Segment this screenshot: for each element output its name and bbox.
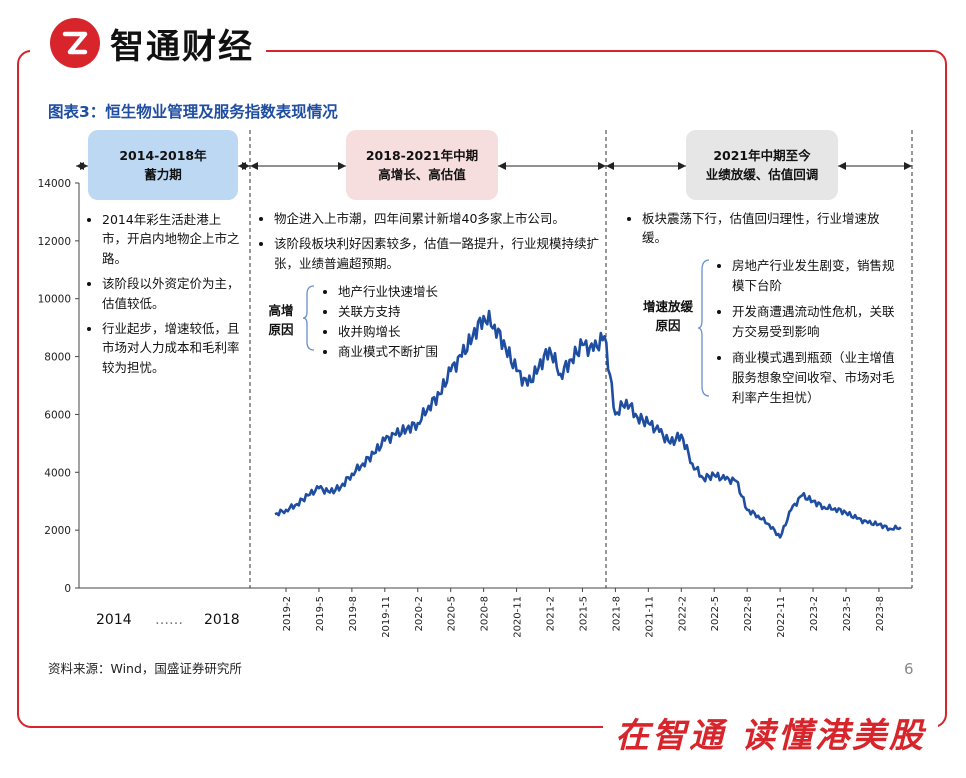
- phase3-note: 板块震荡下行，估值回归理性，行业增速放缓。: [642, 209, 896, 248]
- phase-title: 2014-2018年: [119, 147, 207, 163]
- x-tick-label: 2019-8: [348, 596, 359, 631]
- x-tick-label: 2019-2: [282, 596, 293, 631]
- phase3-arrow-a-head-left: [606, 162, 614, 170]
- y-tick-label: 10000: [38, 294, 71, 306]
- phase2-reason-label: 高增原因: [268, 303, 294, 337]
- y-tick-label: 8000: [44, 352, 71, 364]
- x-tick-label: 2020-5: [447, 596, 458, 631]
- phase1-note: 行业起步，增速较低，且市场对人力成本和毛利率较为担忧。: [102, 319, 244, 377]
- y-tick-label: 4000: [44, 467, 71, 479]
- phase3-arrow-b-head-left: [838, 162, 846, 170]
- x-tick-label: 2023-2: [809, 596, 820, 631]
- x-tick-label: 2019-5: [315, 596, 326, 631]
- index-series-line: [274, 309, 902, 539]
- brand-slogan: 在智通 读懂港美股: [603, 708, 938, 757]
- figure-title: 图表3：恒生物业管理及服务指数表现情况: [48, 103, 338, 121]
- phase2-reasons: 地产行业快速增长 关联方支持 收并购增长 商业模式不断扩围: [322, 282, 472, 362]
- phase3-notes: 板块震荡下行，估值回归理性，行业增速放缓。: [626, 209, 896, 254]
- phase-title: 2021年中期至今: [713, 147, 811, 163]
- page-frame: [17, 50, 947, 728]
- phase-box-2018-2021: 2018-2021年中期 高增长、高估值: [346, 130, 498, 200]
- phase1-arrow-a-head-right: [80, 162, 88, 170]
- phase2-note: 该阶段板块利好因素较多，估值一路提升，行业规模持续扩张，业绩普遍超预期。: [274, 234, 604, 273]
- year-label-start: 2014: [96, 612, 132, 628]
- phase-box-2014-2018: 2014-2018年 蓄力期: [88, 130, 238, 200]
- y-tick-label: 12000: [38, 236, 71, 248]
- phase2-reason: 关联方支持: [338, 302, 472, 322]
- phase2-notes: 物企进入上市潮，四年间累计新增40多家上市公司。 该阶段板块利好因素较多，估值一…: [258, 209, 604, 279]
- phase3-reason: 开发商遭遇流动性危机，关联方交易受到影响: [732, 302, 900, 342]
- zhitong-logo-icon: [50, 18, 100, 68]
- phase2-arrow-a-head-left: [250, 162, 258, 170]
- phase3-arrow-b-head-right: [904, 162, 912, 170]
- phase1-arrow-b-head-right: [242, 162, 250, 170]
- year-label-end: 2018: [204, 612, 240, 628]
- x-tick-label: 2022-5: [710, 596, 721, 631]
- phase-subtitle: 高增长、高估值: [378, 167, 466, 182]
- phase-box-2021-now: 2021年中期至今 业绩放缓、估值回调: [686, 130, 838, 200]
- brace-icon: [302, 285, 315, 351]
- phase-subtitle: 业绩放缓、估值回调: [705, 167, 819, 182]
- phase2-reason: 地产行业快速增长: [338, 282, 472, 302]
- x-tick-label: 2023-8: [875, 596, 886, 631]
- x-tick-label: 2020-2: [414, 596, 425, 631]
- phase2-reason: 商业模式不断扩围: [338, 342, 472, 362]
- phase3-reason: 商业模式遇到瓶颈（业主增值服务想象空间收窄、市场对毛利率产生担忧）: [732, 348, 900, 408]
- x-tick-label: 2021-8: [611, 596, 622, 631]
- phase2-note: 物企进入上市潮，四年间累计新增40多家上市公司。: [274, 209, 604, 228]
- x-tick-label: 2021-5: [578, 596, 589, 631]
- phase1-note: 该阶段以外资定价为主，估值较低。: [102, 274, 244, 313]
- phase-subtitle: 蓄力期: [144, 167, 182, 182]
- phase1-notes: 2014年彩生活赴港上市，开启内地物企上市之路。 该阶段以外资定价为主，估值较低…: [86, 210, 244, 383]
- x-tick-label: 2022-8: [743, 596, 754, 631]
- phase2-arrow-b-head-right: [598, 162, 606, 170]
- brand-name: 智通财经: [110, 26, 254, 67]
- page-number: 6: [904, 660, 914, 678]
- x-tick-label: 2021-2: [546, 596, 557, 631]
- phase3-arrow-a-head-right: [678, 162, 686, 170]
- phase2-reason: 收并购增长: [338, 322, 472, 342]
- x-tick-label: 2019-11: [381, 596, 392, 638]
- source-note: 资料来源：Wind，国盛证券研究所: [48, 661, 242, 676]
- phase2-arrow-a-head-right: [338, 162, 346, 170]
- phase3-reasons: 房地产行业发生剧变，销售规模下台阶 开发商遭遇流动性危机，关联方交易受到影响 商…: [716, 256, 900, 414]
- brand-header: 智通财经: [30, 14, 266, 72]
- x-tick-label: 2022-2: [677, 596, 688, 631]
- phase-title: 2018-2021年中期: [365, 147, 479, 163]
- y-tick-label: 6000: [44, 409, 71, 421]
- brace-icon: [697, 259, 710, 397]
- x-tick-label: 2022-11: [776, 596, 787, 638]
- phase1-note: 2014年彩生活赴港上市，开启内地物企上市之路。: [102, 210, 244, 268]
- x-tick-label: 2023-5: [842, 596, 853, 631]
- phase3-reason-label: 增速放缓原因: [642, 299, 693, 333]
- y-tick-label: 2000: [44, 525, 71, 537]
- y-tick-label: 0: [64, 583, 71, 595]
- x-tick-label: 2020-11: [513, 596, 524, 638]
- year-label-dots: ……: [155, 612, 183, 628]
- x-tick-label: 2020-8: [480, 596, 491, 631]
- y-tick-label: 14000: [38, 178, 71, 190]
- phase3-reason: 房地产行业发生剧变，销售规模下台阶: [732, 256, 900, 296]
- phase2-arrow-b-head-left: [498, 162, 506, 170]
- x-tick-label: 2021-11: [644, 596, 655, 638]
